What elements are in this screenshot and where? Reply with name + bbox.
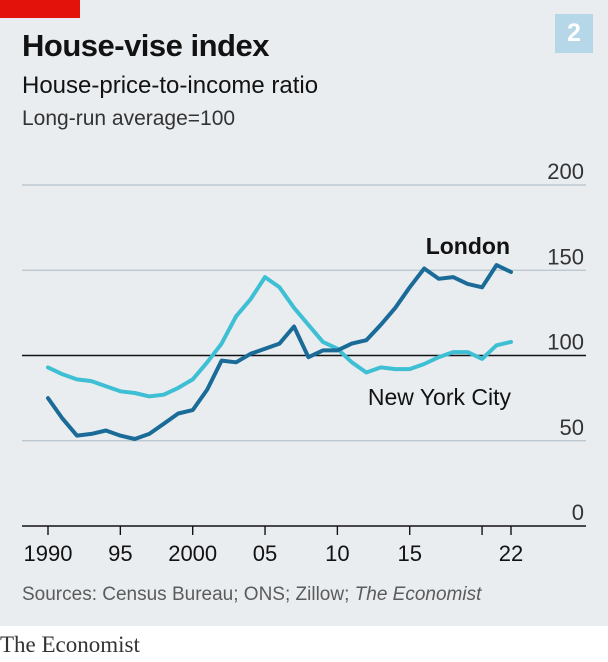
x-tick-label-2015: 15: [397, 541, 421, 566]
series-line-new-york-city: [46, 275, 513, 399]
gridlines: [22, 184, 586, 442]
chart-number-badge: 2: [555, 14, 593, 53]
series-line-london: [46, 263, 513, 441]
y-tick-label-150: 150: [547, 244, 584, 269]
x-tick-label-1990: 1990: [24, 541, 73, 566]
series-lines: [46, 263, 513, 441]
x-tick-label-2000: 2000: [168, 541, 217, 566]
y-tick-label-200: 200: [547, 159, 584, 184]
chart-panel: [0, 0, 608, 626]
x-axis: [22, 525, 586, 535]
series-label-new-york-city: New York City: [368, 384, 512, 410]
chart-title: House-vise index: [22, 28, 269, 63]
line-chart: 0 50 100 150 200 1990 95 2000 05 10 15 22 London New …: [22, 159, 586, 566]
chart-note: Long-run average=100: [22, 107, 236, 130]
source-note: Sources: Census Bureau; ONS; Zillow; The…: [22, 584, 481, 606]
tick-labels: 0 50 100 150 200 1990 95 2000 05 10 15 22 London New …: [24, 159, 584, 566]
source-text: Sources: Census Bureau; ONS; Zillow;: [22, 584, 355, 605]
x-tick-label-2005: 05: [253, 541, 277, 566]
x-tick-label-2010: 10: [325, 541, 349, 566]
chart-subtitle: House-price-to-income ratio: [22, 72, 319, 99]
y-tick-label-50: 50: [560, 415, 584, 440]
series-label-london: London: [426, 233, 510, 259]
y-tick-label-100: 100: [547, 330, 584, 355]
y-tick-label-0: 0: [572, 500, 584, 525]
x-tick-label-1995: 95: [108, 541, 132, 566]
brand-red-tag: [0, 0, 80, 18]
publisher-logo: The Economist: [0, 632, 140, 657]
source-publication: The Economist: [354, 584, 482, 605]
x-tick-label-2022: 22: [499, 541, 523, 566]
